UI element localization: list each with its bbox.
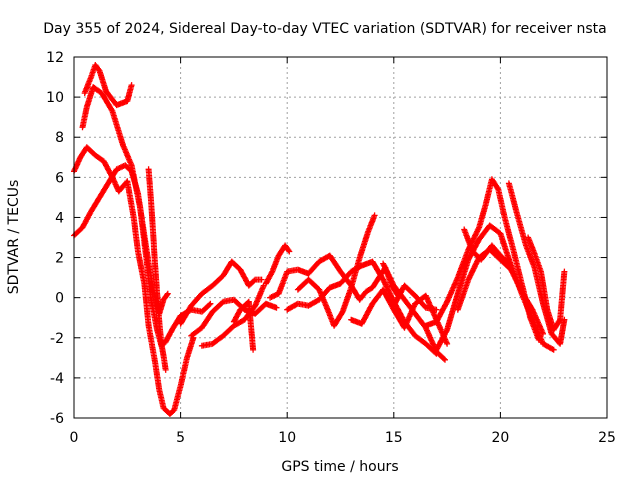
series-track-6 [177,258,265,327]
marker-trail [294,212,378,329]
x-axis-label: GPS time / hours [281,459,398,475]
series-track-1 [81,62,135,109]
series-track-22 [525,234,568,333]
chart-title: Day 355 of 2024, Sidereal Day-to-day VTE… [43,21,606,37]
series-track-13 [294,212,378,329]
x-tick-label: 25 [598,430,616,446]
series-track-7 [188,296,280,339]
axis-ticks: 0 5 10 15 20 25 -6 -4 -2 0 2 4 6 8 10 12 [46,50,616,446]
series-track-9 [230,298,257,353]
marker-trail [284,258,440,357]
series-track-20 [461,226,515,269]
marker-trail [188,296,280,339]
series-track-5 [145,166,169,373]
x-tick-label: 5 [176,430,185,446]
y-tick-label: -6 [50,411,64,427]
y-tick-label: 12 [46,50,64,66]
x-tick-label: 20 [491,430,509,446]
y-tick-label: 8 [55,130,64,146]
marker-trail [177,258,265,327]
marker-trail [145,166,169,373]
marker-trail [230,298,257,353]
x-tick-label: 0 [70,430,79,446]
y-tick-label: 6 [55,170,64,186]
y-tick-label: -4 [50,371,64,387]
marker-trail [262,242,293,287]
y-tick-label: 0 [55,291,64,307]
grid-lines [74,57,607,418]
series-track-16 [390,282,440,313]
y-tick-label: 2 [55,251,64,267]
marker-trail [390,282,440,313]
plot-frame [73,56,608,419]
marker-trail [461,226,515,269]
series-track-12 [284,258,440,357]
marker-trail [81,62,135,109]
y-tick-label: 10 [46,90,64,106]
y-tick-label: 4 [55,210,64,226]
y-tick-label: -2 [50,331,64,347]
series-track-10 [262,242,293,287]
marker-trail [525,234,568,333]
x-tick-label: 10 [278,430,296,446]
data-points [71,62,568,417]
y-axis-label: SDTVAR / TECUs [6,180,22,295]
x-tick-label: 15 [385,430,403,446]
